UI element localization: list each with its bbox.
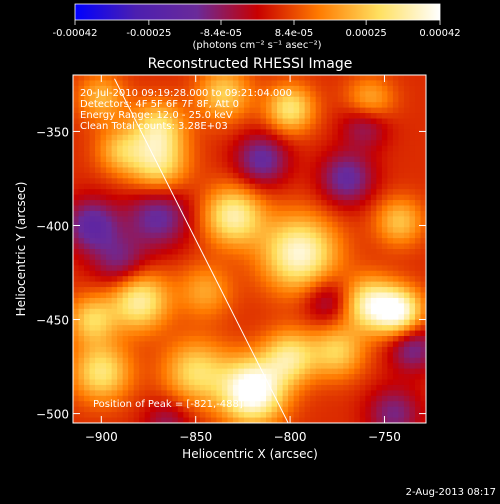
y-tick-label: −500	[36, 408, 69, 422]
colorbar-tick-label: -0.00025	[126, 28, 171, 39]
colorbar: -0.00042 -0.00025 -8.4e-05 8.4e-05 0.00025 0.…	[53, 3, 461, 51]
y-tick-label: −350	[36, 125, 69, 139]
peak-position-label: Position of Peak = [-821,-488]	[93, 399, 243, 410]
annotation-line: Energy Range: 12.0 - 25.0 keV	[80, 110, 233, 121]
x-tick-label: −800	[274, 430, 307, 444]
x-axis-ticks: −900 −850 −800 −750	[85, 75, 401, 444]
x-tick-label: −900	[85, 430, 118, 444]
colorbar-bar	[74, 3, 441, 21]
x-tick-label: −850	[179, 430, 212, 444]
annotations: 20-Jul-2010 09:19:28.000 to 09:21:04.000…	[80, 88, 292, 132]
y-tick-label: −400	[36, 219, 69, 233]
y-axis-ticks: −500 −450 −400 −350	[36, 125, 426, 422]
x-axis-label: Heliocentric X (arcsec)	[182, 447, 318, 461]
annotation-line: Clean Total counts: 3.28E+03	[80, 121, 228, 132]
chart-title: Reconstructed RHESSI Image	[148, 56, 353, 72]
colorbar-tick-label: 0.00042	[419, 28, 460, 39]
y-tick-label: −450	[36, 314, 69, 328]
solar-limb-line	[114, 78, 289, 423]
y-axis-label: Heliocentric Y (arcsec)	[14, 182, 28, 317]
colorbar-ticks: -0.00042 -0.00025 -8.4e-05 8.4e-05 0.00025 0.…	[53, 20, 461, 39]
plot-area: 20-Jul-2010 09:19:28.000 to 09:21:04.000…	[36, 74, 427, 444]
colorbar-tick-label: 0.00025	[345, 28, 386, 39]
footer-timestamp: 2-Aug-2013 08:17	[405, 487, 496, 498]
x-tick-label: −750	[368, 430, 401, 444]
annotation-line: 20-Jul-2010 09:19:28.000 to 09:21:04.000	[80, 88, 292, 99]
colorbar-tick-label: 8.4e-05	[275, 28, 313, 39]
colorbar-units: (photons cm⁻² s⁻¹ asec⁻²)	[192, 40, 321, 51]
heatmap-image	[73, 75, 426, 423]
colorbar-tick-label: -0.00042	[53, 28, 98, 39]
annotation-line: Detectors: 4F 5F 6F 7F 8F, Att 0	[80, 99, 239, 110]
plot-frame	[72, 74, 427, 424]
colorbar-tick-label: -8.4e-05	[200, 28, 242, 39]
